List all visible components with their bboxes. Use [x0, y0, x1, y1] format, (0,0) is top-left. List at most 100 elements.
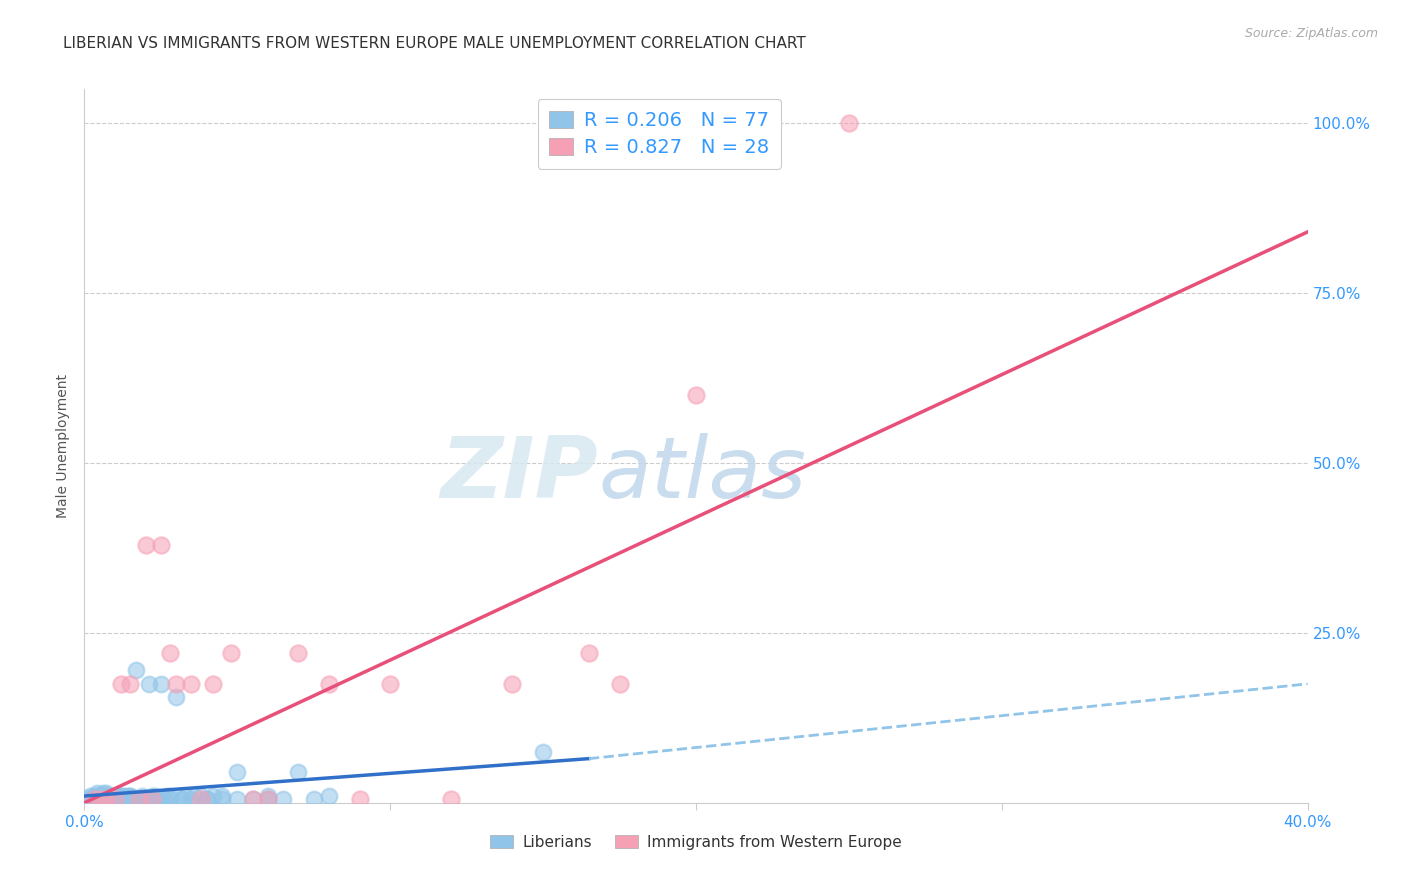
- Point: [135, 792, 157, 806]
- Point: [838, 116, 860, 130]
- Point: [172, 792, 194, 806]
- Point: [89, 790, 111, 805]
- Point: [94, 786, 117, 800]
- Point: [97, 792, 120, 806]
- Point: [257, 792, 280, 806]
- Point: [94, 789, 117, 803]
- Point: [226, 765, 249, 780]
- Point: [149, 677, 172, 691]
- Point: [257, 789, 280, 803]
- Text: ZIP: ZIP: [440, 433, 598, 516]
- Point: [195, 792, 218, 806]
- Point: [86, 792, 108, 806]
- Point: [120, 677, 142, 691]
- Point: [257, 792, 280, 806]
- Point: [159, 646, 181, 660]
- Point: [183, 789, 205, 803]
- Point: [101, 789, 124, 803]
- Point: [165, 677, 187, 691]
- Point: [149, 537, 172, 551]
- Y-axis label: Male Unemployment: Male Unemployment: [56, 374, 70, 518]
- Point: [107, 792, 129, 806]
- Point: [112, 792, 135, 806]
- Point: [128, 792, 150, 806]
- Point: [190, 792, 212, 806]
- Point: [104, 792, 127, 806]
- Point: [165, 690, 187, 705]
- Point: [349, 792, 371, 806]
- Point: [211, 789, 233, 803]
- Point: [141, 792, 163, 806]
- Point: [76, 792, 98, 806]
- Point: [86, 786, 108, 800]
- Point: [380, 677, 402, 691]
- Point: [107, 788, 129, 802]
- Point: [120, 789, 142, 803]
- Point: [110, 792, 132, 806]
- Point: [104, 792, 127, 806]
- Point: [159, 792, 181, 806]
- Point: [159, 789, 181, 803]
- Text: LIBERIAN VS IMMIGRANTS FROM WESTERN EUROPE MALE UNEMPLOYMENT CORRELATION CHART: LIBERIAN VS IMMIGRANTS FROM WESTERN EURO…: [63, 36, 806, 51]
- Point: [97, 792, 120, 806]
- Point: [172, 792, 194, 806]
- Point: [89, 792, 111, 806]
- Text: Source: ZipAtlas.com: Source: ZipAtlas.com: [1244, 27, 1378, 40]
- Point: [271, 792, 294, 806]
- Point: [226, 792, 249, 806]
- Point: [143, 789, 166, 803]
- Point: [94, 792, 117, 806]
- Point: [89, 792, 111, 806]
- Point: [180, 792, 202, 806]
- Point: [609, 677, 631, 691]
- Point: [101, 792, 124, 806]
- Point: [138, 677, 160, 691]
- Point: [318, 677, 340, 691]
- Point: [91, 792, 114, 806]
- Point: [287, 765, 309, 780]
- Point: [195, 792, 218, 806]
- Point: [97, 789, 120, 803]
- Point: [242, 792, 264, 806]
- Legend: Liberians, Immigrants from Western Europe: Liberians, Immigrants from Western Europ…: [484, 829, 908, 855]
- Point: [89, 788, 111, 802]
- Point: [110, 792, 132, 806]
- Point: [110, 789, 132, 803]
- Point: [104, 789, 127, 803]
- Point: [141, 789, 163, 803]
- Point: [180, 677, 202, 691]
- Point: [440, 792, 463, 806]
- Point: [79, 792, 101, 806]
- Point: [318, 789, 340, 803]
- Point: [135, 537, 157, 551]
- Point: [83, 792, 105, 806]
- Point: [120, 792, 142, 806]
- Point: [104, 789, 127, 803]
- Point: [302, 792, 325, 806]
- Point: [110, 677, 132, 691]
- Point: [91, 786, 114, 800]
- Text: atlas: atlas: [598, 433, 806, 516]
- Point: [94, 792, 117, 806]
- Point: [219, 646, 242, 660]
- Point: [83, 792, 105, 806]
- Point: [91, 789, 114, 803]
- Point: [122, 792, 145, 806]
- Point: [128, 792, 150, 806]
- Point: [128, 792, 150, 806]
- Point: [201, 677, 224, 691]
- Point: [211, 792, 233, 806]
- Point: [112, 789, 135, 803]
- Point: [174, 789, 197, 803]
- Point: [141, 792, 163, 806]
- Point: [685, 388, 707, 402]
- Point: [91, 789, 114, 803]
- Point: [149, 792, 172, 806]
- Point: [120, 789, 142, 803]
- Point: [115, 789, 138, 803]
- Point: [86, 792, 108, 806]
- Point: [115, 792, 138, 806]
- Point: [531, 745, 554, 759]
- Point: [131, 789, 153, 803]
- Point: [125, 663, 148, 677]
